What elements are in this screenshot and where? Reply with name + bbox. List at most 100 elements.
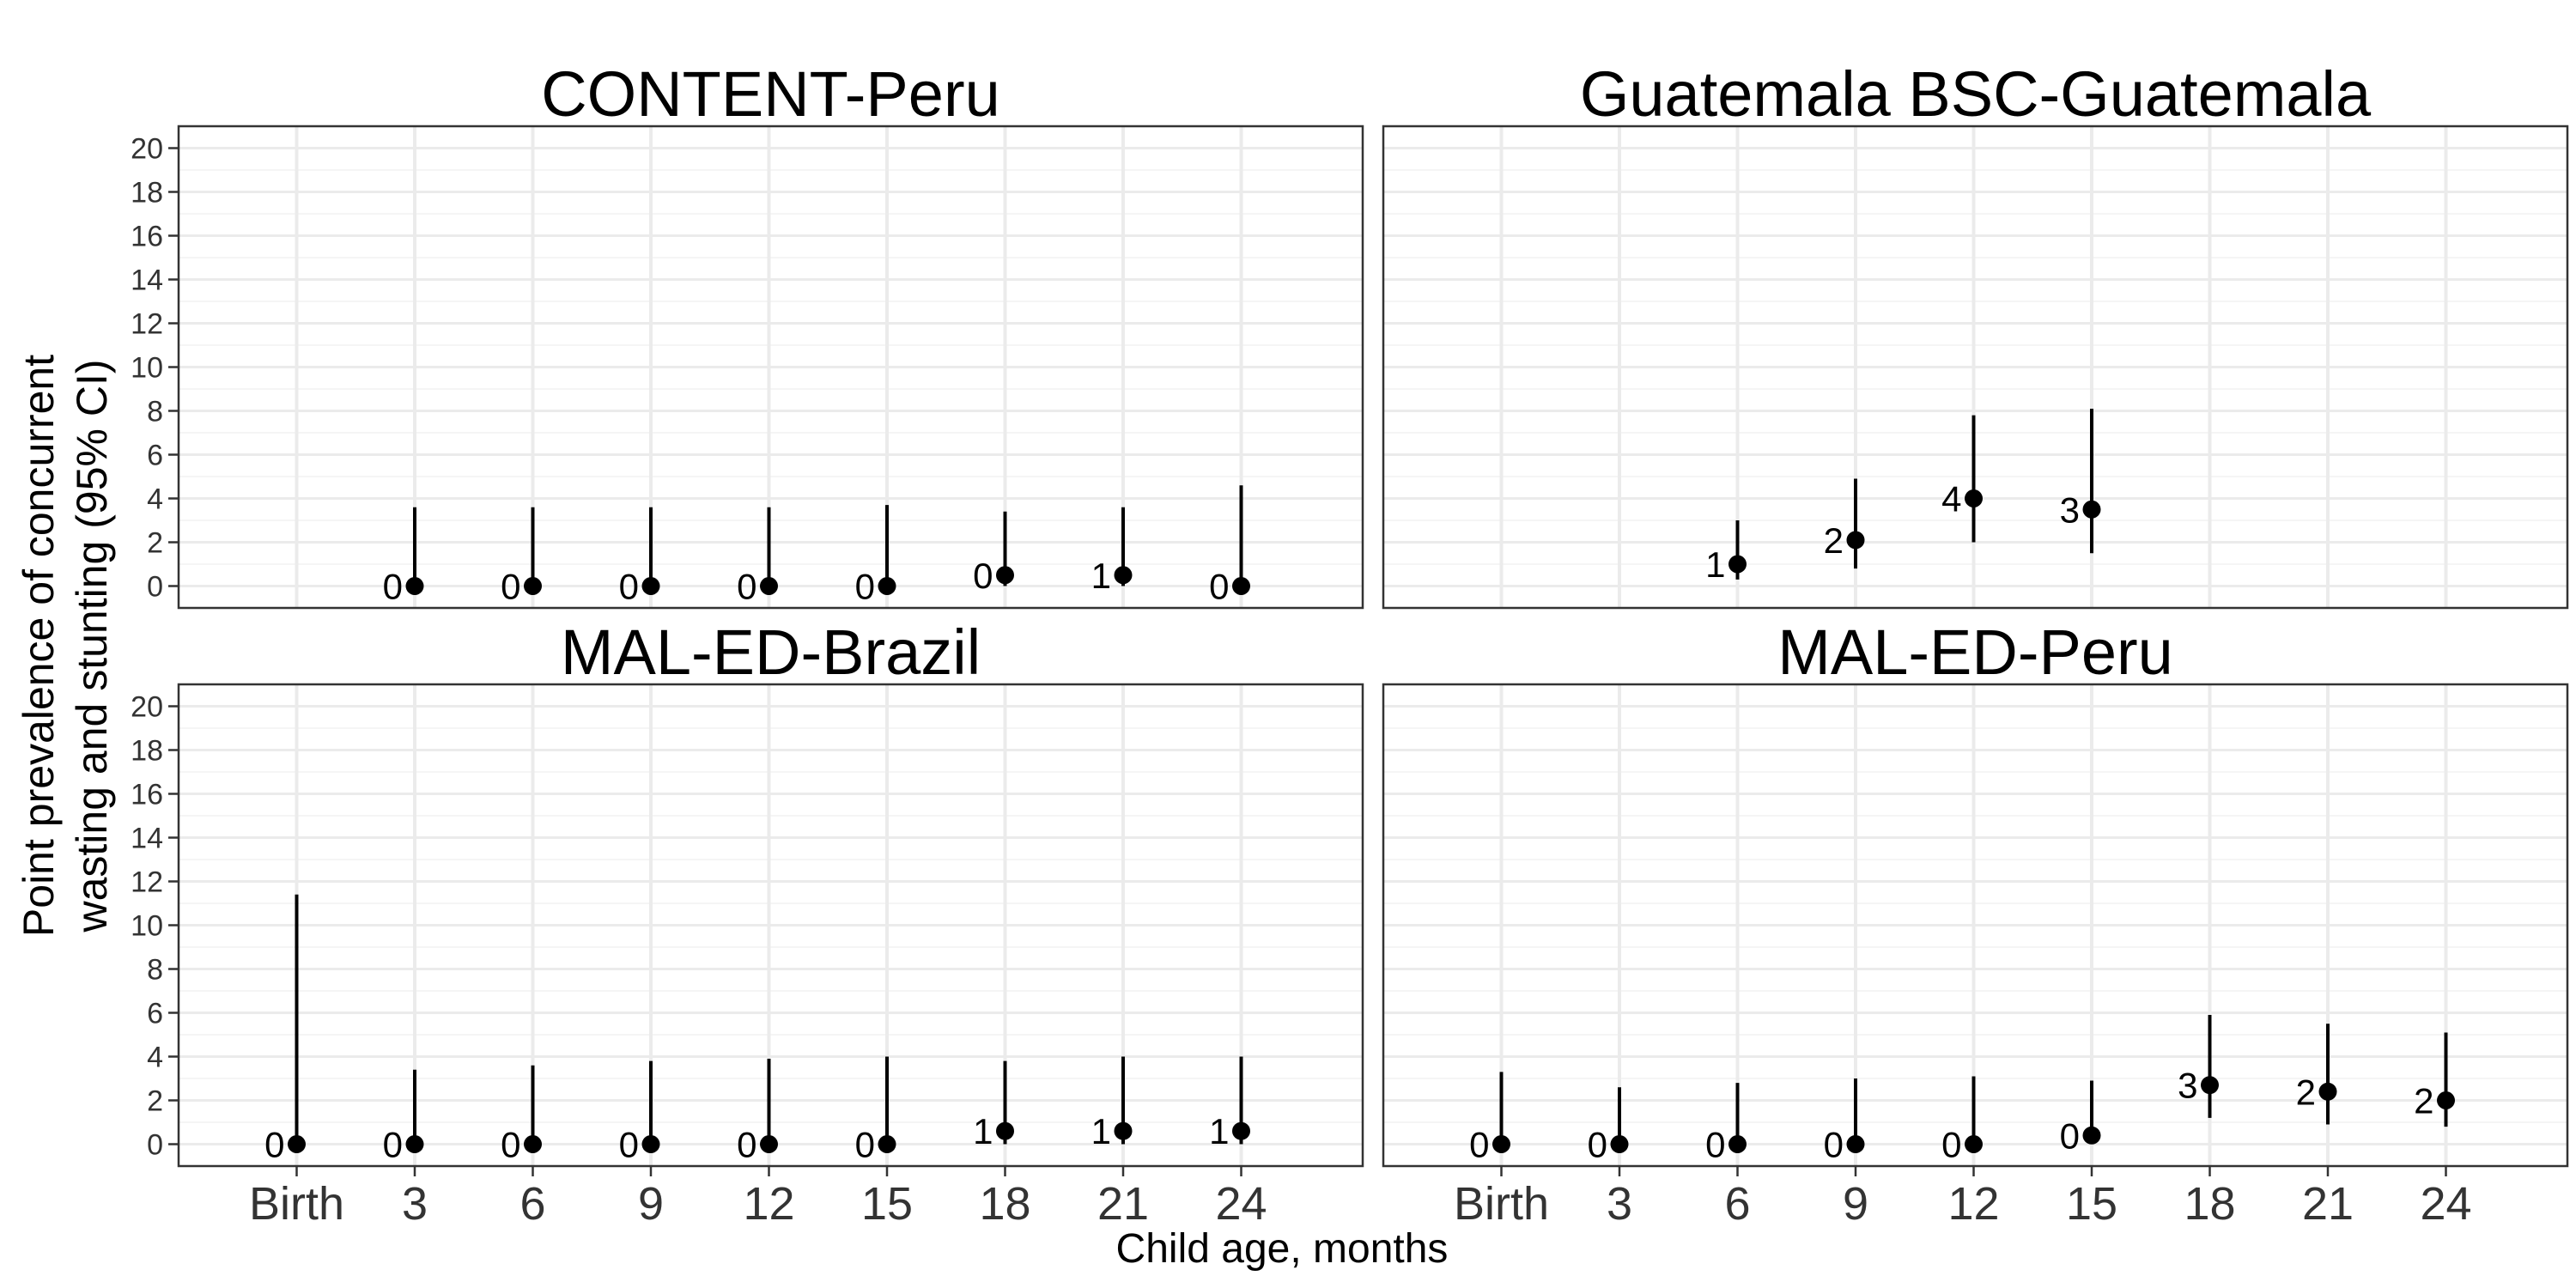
y-tick-label: 0 bbox=[147, 571, 163, 604]
point-count-label: 2 bbox=[2296, 1072, 2316, 1112]
data-point bbox=[996, 566, 1014, 585]
point-count-label: 0 bbox=[1588, 1125, 1607, 1165]
point-count-label: 0 bbox=[855, 567, 875, 607]
x-tick-label: Birth bbox=[249, 1178, 344, 1230]
y-tick-label: 10 bbox=[131, 910, 163, 943]
data-point bbox=[996, 1121, 1014, 1140]
point-count-label: 0 bbox=[855, 1125, 875, 1165]
data-point bbox=[524, 1135, 542, 1153]
point-count-label: 2 bbox=[2414, 1081, 2433, 1121]
panel-border bbox=[1382, 683, 2569, 1168]
x-tick-label: 18 bbox=[2184, 1178, 2235, 1230]
data-point bbox=[2082, 1126, 2101, 1145]
y-tick-label: 12 bbox=[131, 308, 163, 341]
data-point bbox=[1492, 1135, 1510, 1153]
point-count-label: 1 bbox=[1705, 544, 1725, 585]
point-count-label: 0 bbox=[1705, 1125, 1725, 1165]
panel-title: CONTENT-Peru bbox=[541, 58, 1000, 130]
x-tick-label: 9 bbox=[1843, 1178, 1868, 1230]
y-tick-label: 20 bbox=[131, 691, 163, 724]
y-tick-label: 14 bbox=[131, 264, 163, 297]
y-tick-label: 10 bbox=[131, 352, 163, 385]
data-point bbox=[524, 577, 542, 595]
data-point bbox=[1114, 1121, 1133, 1140]
y-axis-title-line: wasting and stunting (95% CI) bbox=[68, 359, 116, 933]
point-count-label: 0 bbox=[619, 1125, 639, 1165]
point-count-label: 0 bbox=[737, 1125, 756, 1165]
panel-title: MAL-ED-Peru bbox=[1777, 617, 2173, 688]
x-tick-label: 15 bbox=[2066, 1178, 2117, 1230]
point-count-label: 1 bbox=[1209, 1111, 1229, 1151]
point-count-label: 0 bbox=[501, 567, 520, 607]
x-tick-label: 12 bbox=[743, 1178, 794, 1230]
point-count-label: 0 bbox=[619, 567, 639, 607]
data-point bbox=[1610, 1135, 1629, 1153]
y-tick-label: 8 bbox=[147, 396, 163, 428]
point-count-label: 3 bbox=[2178, 1066, 2197, 1106]
y-axis-title: Point prevalence of concurrent wasting an… bbox=[15, 355, 116, 937]
y-tick-label: 18 bbox=[131, 735, 163, 768]
point-count-label: 0 bbox=[1941, 1125, 1961, 1165]
point-count-label: 0 bbox=[973, 556, 993, 596]
point-count-label: 1 bbox=[973, 1111, 993, 1151]
y-tick-label: 0 bbox=[147, 1129, 163, 1162]
y-tick-label: 16 bbox=[131, 779, 163, 811]
y-tick-label: 6 bbox=[147, 998, 163, 1030]
x-tick-label: 12 bbox=[1947, 1178, 1999, 1230]
y-tick-label: 4 bbox=[147, 1042, 163, 1074]
data-point bbox=[405, 577, 424, 595]
data-point bbox=[641, 577, 660, 595]
point-count-label: 1 bbox=[1091, 556, 1111, 596]
x-tick-label: 18 bbox=[979, 1178, 1030, 1230]
point-count-label: 0 bbox=[2060, 1115, 2080, 1156]
y-tick-label: 6 bbox=[147, 440, 163, 472]
point-count-label: 0 bbox=[1209, 567, 1229, 607]
point-count-label: 3 bbox=[2060, 489, 2080, 530]
point-count-label: 0 bbox=[1469, 1125, 1489, 1165]
y-axis-title-line: Point prevalence of concurrent bbox=[15, 355, 63, 937]
point-count-label: 0 bbox=[501, 1125, 520, 1165]
x-tick-label: 6 bbox=[1724, 1178, 1750, 1230]
panel-border bbox=[1382, 125, 2569, 610]
data-point bbox=[2318, 1082, 2337, 1101]
data-point bbox=[2201, 1076, 2219, 1095]
x-axis-title: Child age, months bbox=[1116, 1226, 1449, 1272]
panel-title: MAL-ED-Brazil bbox=[561, 617, 981, 688]
point-count-label: 0 bbox=[264, 1125, 284, 1165]
data-point bbox=[1965, 489, 1983, 507]
x-tick-label: 21 bbox=[2302, 1178, 2354, 1230]
y-tick-label: 2 bbox=[147, 527, 163, 560]
x-tick-label: 24 bbox=[1215, 1178, 1267, 1230]
data-point bbox=[878, 577, 896, 595]
data-point bbox=[1728, 555, 1747, 574]
data-point bbox=[1232, 1121, 1250, 1140]
point-count-label: 0 bbox=[1824, 1125, 1844, 1165]
x-tick-label: 9 bbox=[638, 1178, 664, 1230]
data-point bbox=[2437, 1091, 2455, 1109]
point-count-label: 0 bbox=[383, 567, 403, 607]
data-point bbox=[1728, 1135, 1747, 1153]
x-tick-label: 3 bbox=[402, 1178, 428, 1230]
point-count-label: 0 bbox=[737, 567, 756, 607]
data-point bbox=[641, 1135, 660, 1153]
y-tick-label: 8 bbox=[147, 954, 163, 987]
y-tick-label: 4 bbox=[147, 483, 163, 516]
panel-title: Guatemala BSC-Guatemala bbox=[1580, 58, 2372, 130]
data-point bbox=[878, 1135, 896, 1153]
data-point bbox=[1232, 577, 1250, 595]
data-point bbox=[1114, 566, 1133, 585]
data-point bbox=[2082, 500, 2101, 519]
y-tick-label: 2 bbox=[147, 1085, 163, 1118]
data-point bbox=[760, 1135, 778, 1153]
y-tick-label: 16 bbox=[131, 221, 163, 253]
data-point bbox=[1965, 1135, 1983, 1153]
data-point bbox=[1846, 531, 1865, 550]
y-tick-label: 14 bbox=[131, 823, 163, 855]
point-count-label: 0 bbox=[383, 1125, 403, 1165]
x-tick-label: 21 bbox=[1097, 1178, 1149, 1230]
x-tick-label: 24 bbox=[2420, 1178, 2471, 1230]
point-count-label: 1 bbox=[1091, 1111, 1111, 1151]
data-point bbox=[760, 577, 778, 595]
data-point bbox=[1846, 1135, 1865, 1153]
